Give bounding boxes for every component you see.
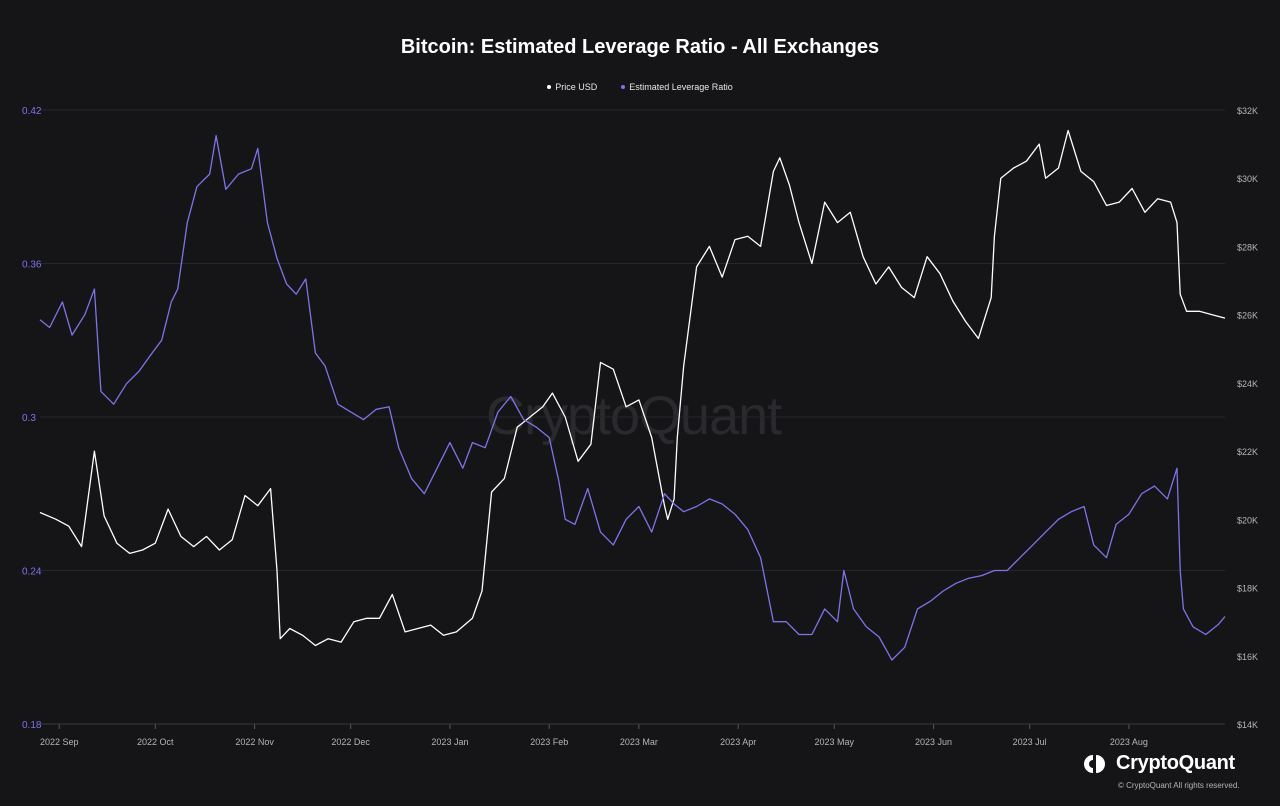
y-right-tick-label: $30K (1237, 174, 1258, 184)
brand-logo: CryptoQuant (1082, 752, 1235, 775)
chart-title: Bitcoin: Estimated Leverage Ratio - All … (400, 36, 880, 58)
x-tick-label: 2022 Sep (40, 737, 79, 747)
legend: Price USD Estimated Leverage Ratio (0, 82, 1280, 92)
y-left-tick-label: 0.18 (22, 720, 42, 731)
copyright-text: © CryptoQuant All rights reserved. (1118, 781, 1240, 790)
legend-item-leverage[interactable]: Estimated Leverage Ratio (621, 82, 733, 92)
legend-marker-leverage (621, 85, 626, 89)
x-tick-label: 2023 Apr (720, 737, 756, 747)
x-tick-label: 2023 Aug (1110, 737, 1148, 747)
y-right-tick-label: $22K (1237, 447, 1258, 457)
x-tick-label: 2023 Feb (530, 737, 568, 747)
y-right-tick-label: $26K (1237, 311, 1258, 321)
y-right-tick-label: $16K (1237, 652, 1258, 662)
y-left-tick-label: 0.36 (22, 260, 42, 271)
legend-label-leverage: Estimated Leverage Ratio (629, 82, 733, 92)
y-left-tick-label: 0.3 (22, 413, 36, 424)
x-tick-label: 2022 Nov (235, 737, 274, 747)
leverage-ratio-line (39, 134, 1226, 661)
y-left-tick-label: 0.42 (22, 106, 42, 117)
cryptoquant-logo-icon (1084, 754, 1105, 773)
y-right-tick-label: $28K (1237, 242, 1258, 252)
x-tick-label: 2023 May (815, 737, 855, 747)
legend-label-price: Price USD (555, 82, 598, 92)
brand-name: CryptoQuant (1116, 752, 1235, 774)
x-tick-label: 2022 Oct (137, 737, 174, 747)
watermark: CryptoQuant (486, 386, 782, 446)
x-tick-label: 2022 Dec (331, 737, 370, 747)
y-left-tick-label: 0.24 (22, 567, 42, 578)
y-right-tick-label: $18K (1237, 584, 1258, 594)
y-right-tick-label: $24K (1237, 379, 1258, 389)
x-tick-label: 2023 Jul (1013, 737, 1047, 747)
price-usd-line (39, 129, 1226, 647)
y-right-tick-label: $32K (1237, 106, 1258, 116)
x-tick-label: 2023 Jan (431, 737, 468, 747)
x-tick-label: 2023 Jun (915, 737, 952, 747)
legend-item-price[interactable]: Price USD (547, 82, 597, 92)
y-right-tick-label: $20K (1237, 515, 1258, 525)
x-tick-label: 2023 Mar (620, 737, 658, 747)
legend-marker-price (547, 85, 552, 89)
y-right-tick-label: $14K (1237, 720, 1258, 730)
